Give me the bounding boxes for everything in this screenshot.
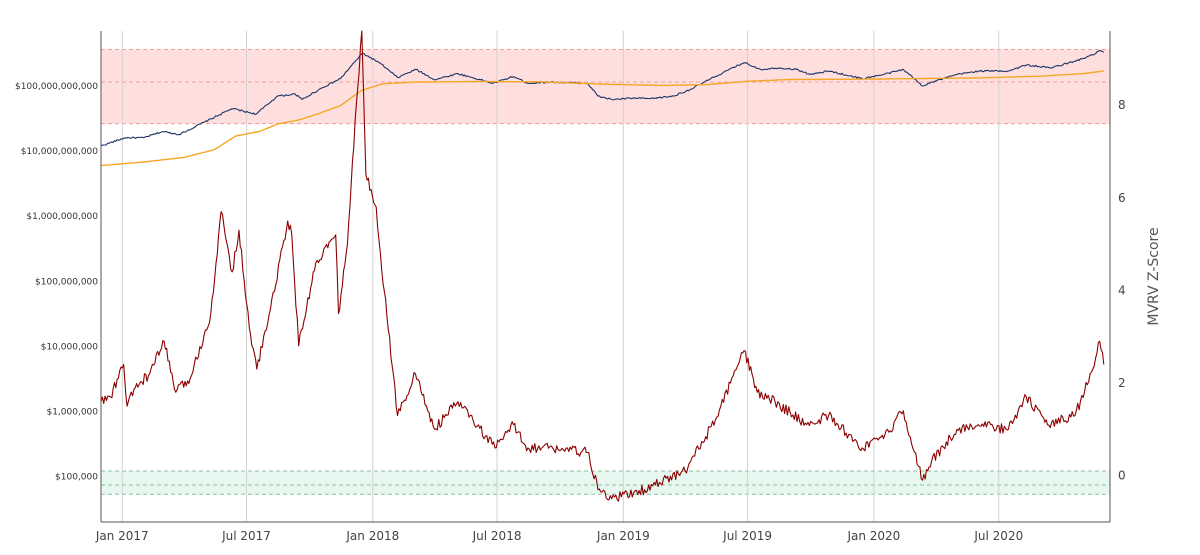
realized-cap-line	[100, 70, 1104, 167]
x-tick-label-2: Jan 2018	[345, 529, 399, 543]
y-left-tick-label-3: $100,000,000	[35, 277, 98, 287]
x-tick-label-4: Jan 2019	[596, 529, 650, 543]
y-left-tick-label-0: $100,000	[55, 473, 98, 483]
y-right-tick-label-2: 4	[1118, 283, 1126, 297]
y-right-axis-title: MVRV Z-Score	[1146, 227, 1162, 325]
axes	[100, 31, 1111, 523]
zone-bands	[101, 49, 1110, 495]
x-tick-label-7: Jul 2020	[973, 529, 1023, 543]
tick-labels: Jan 2017 Jul 2017 Jan 2018 Jul 2018 Jan 2019…	[15, 82, 1162, 543]
x-tick-label-6: Jan 2020	[846, 529, 900, 543]
y-left-tick-label-5: $10,000,000,000	[21, 147, 99, 157]
mvrv-zscore-line	[100, 30, 1105, 502]
x-tick-label-1: Jul 2017	[221, 529, 271, 543]
y-right-tick-label-4: 8	[1118, 98, 1126, 112]
y-right-tick-label-0: 0	[1118, 469, 1126, 483]
y-left-tick-label-4: $1,000,000,000	[26, 212, 98, 222]
green-zone-band	[101, 471, 1110, 495]
market-cap-line	[100, 50, 1105, 147]
y-left-tick-label-6: $100,000,000,000	[15, 82, 98, 92]
y-right-tick-label-3: 6	[1118, 191, 1126, 205]
x-tick-label-3: Jul 2018	[472, 529, 522, 543]
x-tick-label-0: Jan 2017	[95, 529, 149, 543]
y-left-tick-label-2: $10,000,000	[41, 342, 99, 352]
series-lines	[100, 30, 1105, 502]
red-zone-band	[101, 49, 1110, 124]
x-tick-label-5: Jul 2019	[722, 529, 772, 543]
y-right-tick-label-1: 2	[1118, 376, 1126, 390]
y-left-tick-label-1: $1,000,000	[46, 407, 98, 417]
